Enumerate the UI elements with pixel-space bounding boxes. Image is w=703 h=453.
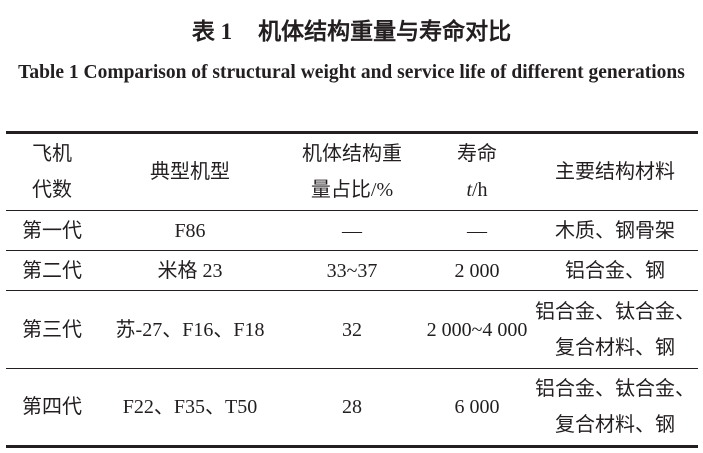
table-row: 第三代 苏-27、F16、F18 32 2 000~4 000 铝合金、钛合金、… bbox=[6, 290, 698, 369]
cell-generation: 第二代 bbox=[6, 250, 98, 291]
cell-materials: 铝合金、钛合金、 复合材料、钢 bbox=[532, 290, 698, 369]
cell-materials: 铝合金、钛合金、 复合材料、钢 bbox=[532, 368, 698, 447]
table-caption-cn: 表 1 机体结构重量与寿命对比 bbox=[0, 12, 703, 46]
cell-weight-ratio: 28 bbox=[282, 368, 422, 447]
cell-weight-ratio: — bbox=[282, 210, 422, 251]
cell-generation: 第三代 bbox=[6, 290, 98, 369]
cell-weight-ratio: 32 bbox=[282, 290, 422, 369]
table-row: 第一代 F86 — — 木质、钢骨架 bbox=[6, 210, 698, 251]
header-generation: 飞机 代数 bbox=[32, 143, 72, 201]
header-life: 寿命 t/h bbox=[457, 143, 497, 201]
cell-models: 苏-27、F16、F18 bbox=[98, 290, 282, 369]
cell-life: 6 000 bbox=[422, 368, 532, 447]
cell-generation: 第四代 bbox=[6, 368, 98, 447]
table-caption-en: Table 1 Comparison of structural weight … bbox=[18, 62, 685, 83]
table-row: 第四代 F22、F35、T50 28 6 000 铝合金、钛合金、 复合材料、钢 bbox=[6, 368, 698, 447]
comparison-table: 飞机 代数 典型机型 机体结构重 量占比/% 寿命 t/h 主要结构材料 第一代 F8… bbox=[6, 131, 698, 448]
cell-models: 米格 23 bbox=[98, 250, 282, 291]
header-materials: 主要结构材料 bbox=[555, 161, 675, 183]
header-weight-ratio: 机体结构重 量占比/% bbox=[302, 143, 402, 201]
table-number: 表 1 bbox=[191, 19, 233, 44]
header-models: 典型机型 bbox=[150, 161, 230, 183]
table-row: 第二代 米格 23 33~37 2 000 铝合金、钢 bbox=[6, 250, 698, 291]
cell-life: — bbox=[422, 210, 532, 251]
cell-models: F22、F35、T50 bbox=[98, 368, 282, 447]
cell-life: 2 000~4 000 bbox=[422, 290, 532, 369]
header-row: 飞机 代数 典型机型 机体结构重 量占比/% 寿命 t/h 主要结构材料 bbox=[6, 133, 698, 211]
cell-generation: 第一代 bbox=[6, 210, 98, 251]
cell-materials: 木质、钢骨架 bbox=[532, 210, 698, 251]
table-title-cn: 机体结构重量与寿命对比 bbox=[258, 19, 512, 44]
cell-materials: 铝合金、钢 bbox=[532, 250, 698, 291]
cell-models: F86 bbox=[98, 210, 282, 251]
cell-weight-ratio: 33~37 bbox=[282, 250, 422, 291]
cell-life: 2 000 bbox=[422, 250, 532, 291]
